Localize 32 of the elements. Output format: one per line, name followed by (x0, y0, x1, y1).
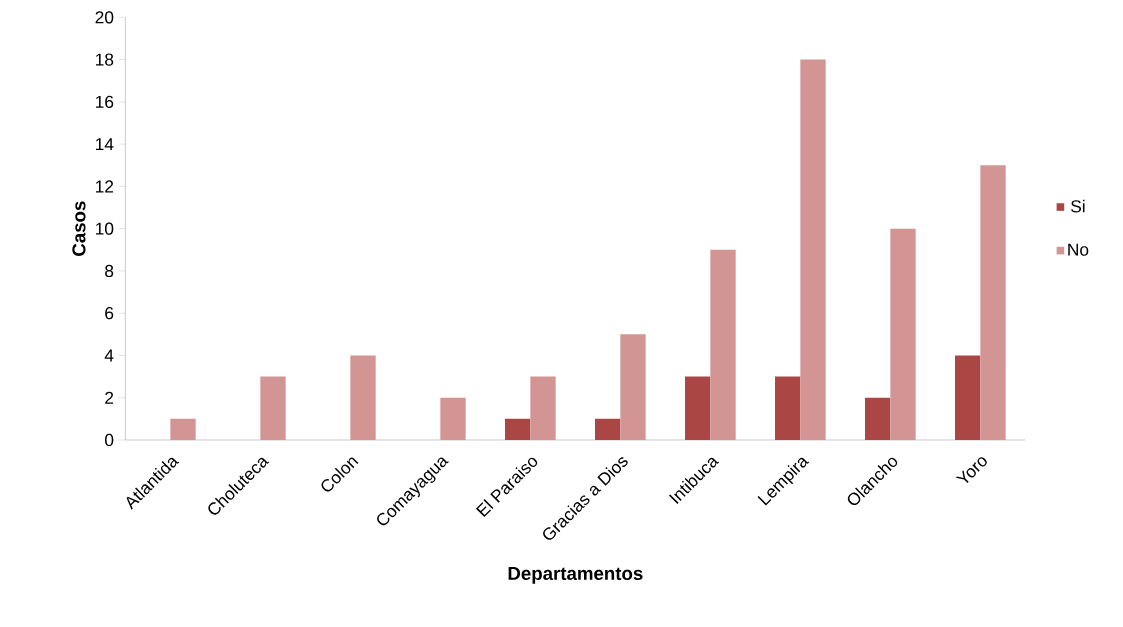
bar (685, 376, 711, 440)
y-tick-label: 2 (105, 391, 114, 404)
y-tick-label: 18 (96, 53, 114, 66)
y-tick-label: 6 (105, 307, 114, 320)
legend-label: Si (1071, 199, 1085, 213)
y-tick-label: 12 (96, 180, 114, 193)
y-tick-label: 14 (96, 138, 114, 151)
y-tick-label: 0 (105, 433, 114, 447)
y-axis-title: Casos (72, 201, 86, 256)
bar (800, 59, 826, 440)
x-tick-label: Yoro (955, 457, 987, 483)
bar (710, 249, 736, 440)
bar (170, 418, 196, 440)
y-tick-label: 20 (95, 11, 114, 24)
y-tick-label: 16 (96, 95, 114, 108)
bar (440, 397, 466, 440)
bar (620, 334, 646, 440)
bar (350, 355, 376, 440)
bar (595, 418, 621, 440)
bar (865, 397, 891, 440)
bar (955, 355, 981, 440)
bar (775, 376, 801, 440)
bar (260, 376, 286, 440)
bar (530, 376, 556, 440)
bar (505, 418, 531, 440)
y-tick-label: 10 (96, 222, 114, 235)
legend-label: No (1068, 243, 1089, 256)
bar (890, 228, 916, 440)
y-tick-label: 8 (105, 264, 114, 278)
x-axis-title: Departamentos (508, 567, 643, 584)
bar (980, 165, 1006, 440)
y-tick-label: 4 (104, 349, 114, 362)
